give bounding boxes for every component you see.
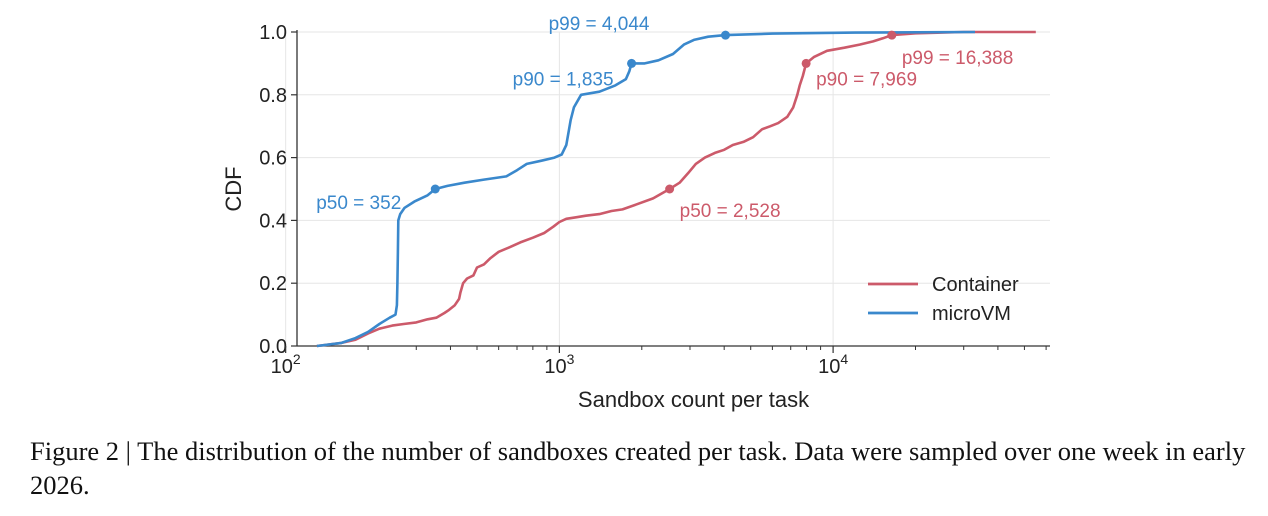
percentile-label-p90: p90 = 7,969	[816, 69, 917, 90]
percentile-marker-p50	[430, 184, 440, 194]
percentile-marker-p99	[887, 30, 897, 40]
percentile-marker-p90	[801, 58, 811, 68]
legend-label-microvm: microVM	[932, 303, 1011, 325]
x-tick-label: 104	[818, 351, 848, 378]
percentile-label-p50: p50 = 2,528	[680, 201, 781, 222]
percentile-label-p99: p99 = 4,044	[549, 14, 650, 35]
y-tick-label: 1.0	[259, 22, 287, 44]
series-line-container	[316, 30, 1036, 348]
x-tick-label: 103	[544, 351, 574, 378]
series-line-microvm	[316, 30, 976, 348]
percentile-marker-p99	[720, 30, 730, 40]
cdf-chart: 0.0 0.2 0.4 0.6 0.8 1.0 102 103 104 Sandbox count…	[221, 14, 1050, 412]
legend-label-container: Container	[932, 274, 1019, 296]
x-tick-label: 102	[271, 351, 301, 378]
y-axis-title: CDF	[221, 166, 246, 211]
x-axis-title: Sandbox count per task	[578, 387, 810, 412]
percentile-label-p99: p99 = 16,388	[902, 48, 1013, 69]
percentile-marker-p90	[627, 58, 637, 68]
y-tick-label: 0.0	[259, 336, 287, 358]
y-tick-label: 0.4	[259, 210, 287, 232]
figure-caption: Figure 2 | The distribution of the numbe…	[30, 436, 1246, 500]
y-tick-label: 0.8	[259, 85, 287, 107]
legend: Container microVM	[868, 274, 1019, 325]
percentile-marker-p50	[665, 184, 675, 194]
axes: 0.0 0.2 0.4 0.6 0.8 1.0 102 103 104 Sandbox count…	[221, 22, 1050, 412]
y-tick-label: 0.6	[259, 148, 287, 170]
percentile-label-p50: p50 = 352	[316, 193, 401, 214]
percentile-label-p90: p90 = 1,835	[513, 69, 614, 90]
data-series	[316, 30, 1036, 348]
y-tick-label: 0.2	[259, 273, 287, 295]
